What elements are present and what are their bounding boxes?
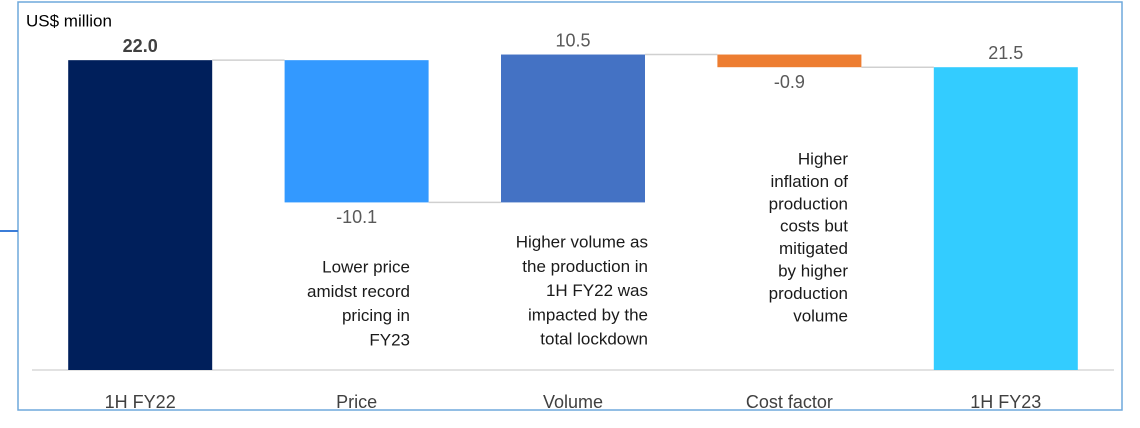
annotation: pricing in [342, 306, 410, 325]
annotation: costs but [780, 217, 848, 236]
axis-label: US$ million [26, 11, 112, 30]
bar [284, 60, 429, 203]
annotation: FY23 [369, 330, 410, 349]
annotation: production [769, 284, 848, 303]
value-label: 22.0 [123, 36, 158, 56]
bar [68, 60, 213, 371]
annotation: amidst record [307, 282, 410, 301]
bar [717, 54, 862, 68]
annotation: Lower price [322, 257, 410, 276]
x-tick-label: 1H FY23 [970, 392, 1041, 412]
annotation: total lockdown [540, 330, 648, 349]
bar [501, 54, 645, 203]
value-label: 10.5 [555, 30, 590, 50]
value-label: -10.1 [336, 207, 377, 227]
annotation: production [769, 194, 848, 213]
annotation: Higher volume as [516, 232, 648, 251]
annotation: Higher [798, 149, 848, 168]
x-tick-label: Volume [543, 392, 603, 412]
annotation: by higher [778, 261, 848, 280]
annotation: volume [793, 306, 848, 325]
value-label: 21.5 [988, 43, 1023, 63]
x-tick-label: Cost factor [746, 392, 833, 412]
x-tick-label: 1H FY22 [105, 392, 176, 412]
annotation: 1H FY22 was [546, 281, 648, 300]
annotation: mitigated [779, 239, 848, 258]
annotation: impacted by the [528, 305, 648, 324]
bar [933, 67, 1078, 370]
annotation: the production in [522, 257, 648, 276]
chart-frame [17, 1, 1123, 411]
value-label: -0.9 [774, 72, 805, 92]
x-tick-label: Price [336, 392, 377, 412]
annotation: inflation of [771, 172, 849, 191]
